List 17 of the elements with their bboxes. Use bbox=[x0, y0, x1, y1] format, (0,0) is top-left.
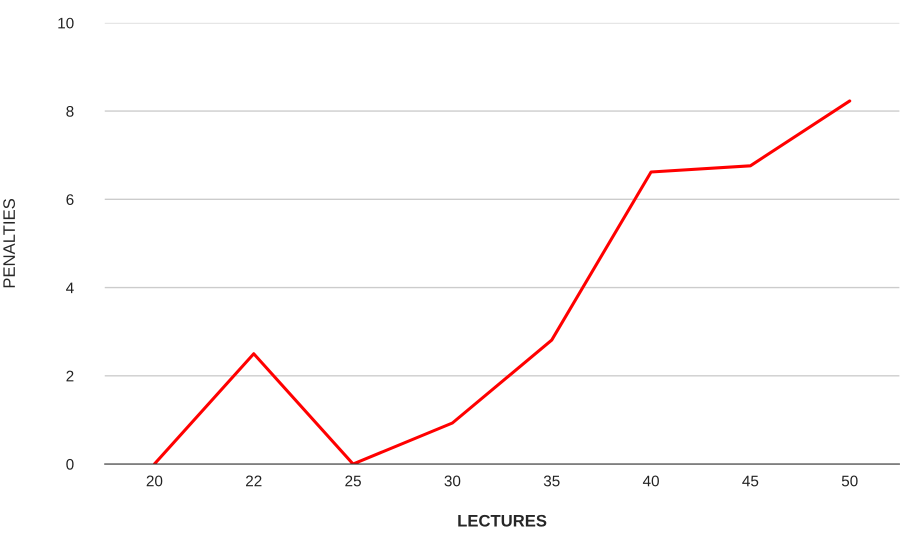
x-tick-label: 50 bbox=[842, 476, 858, 486]
y-tick-label: 4 bbox=[66, 282, 74, 294]
y-tick-label: 2 bbox=[66, 370, 74, 382]
x-tick-label: 40 bbox=[642, 476, 659, 486]
y-tick-label: 10 bbox=[58, 18, 74, 29]
x-tick-label: 35 bbox=[544, 476, 560, 486]
x-tick-label: 30 bbox=[444, 476, 460, 486]
y-axis-title: PENALTIES bbox=[3, 198, 16, 288]
x-tick-label: 22 bbox=[246, 476, 262, 486]
x-tick-label: 20 bbox=[146, 476, 162, 486]
x-tick-label: 25 bbox=[345, 476, 361, 486]
x-tick-label: 45 bbox=[742, 476, 758, 486]
x-axis-title: LECTURES bbox=[458, 514, 546, 527]
y-tick-label: 6 bbox=[66, 194, 74, 206]
y-tick-label: 0 bbox=[66, 458, 74, 470]
line-series bbox=[152, 99, 852, 464]
y-tick-label: 8 bbox=[66, 106, 74, 117]
